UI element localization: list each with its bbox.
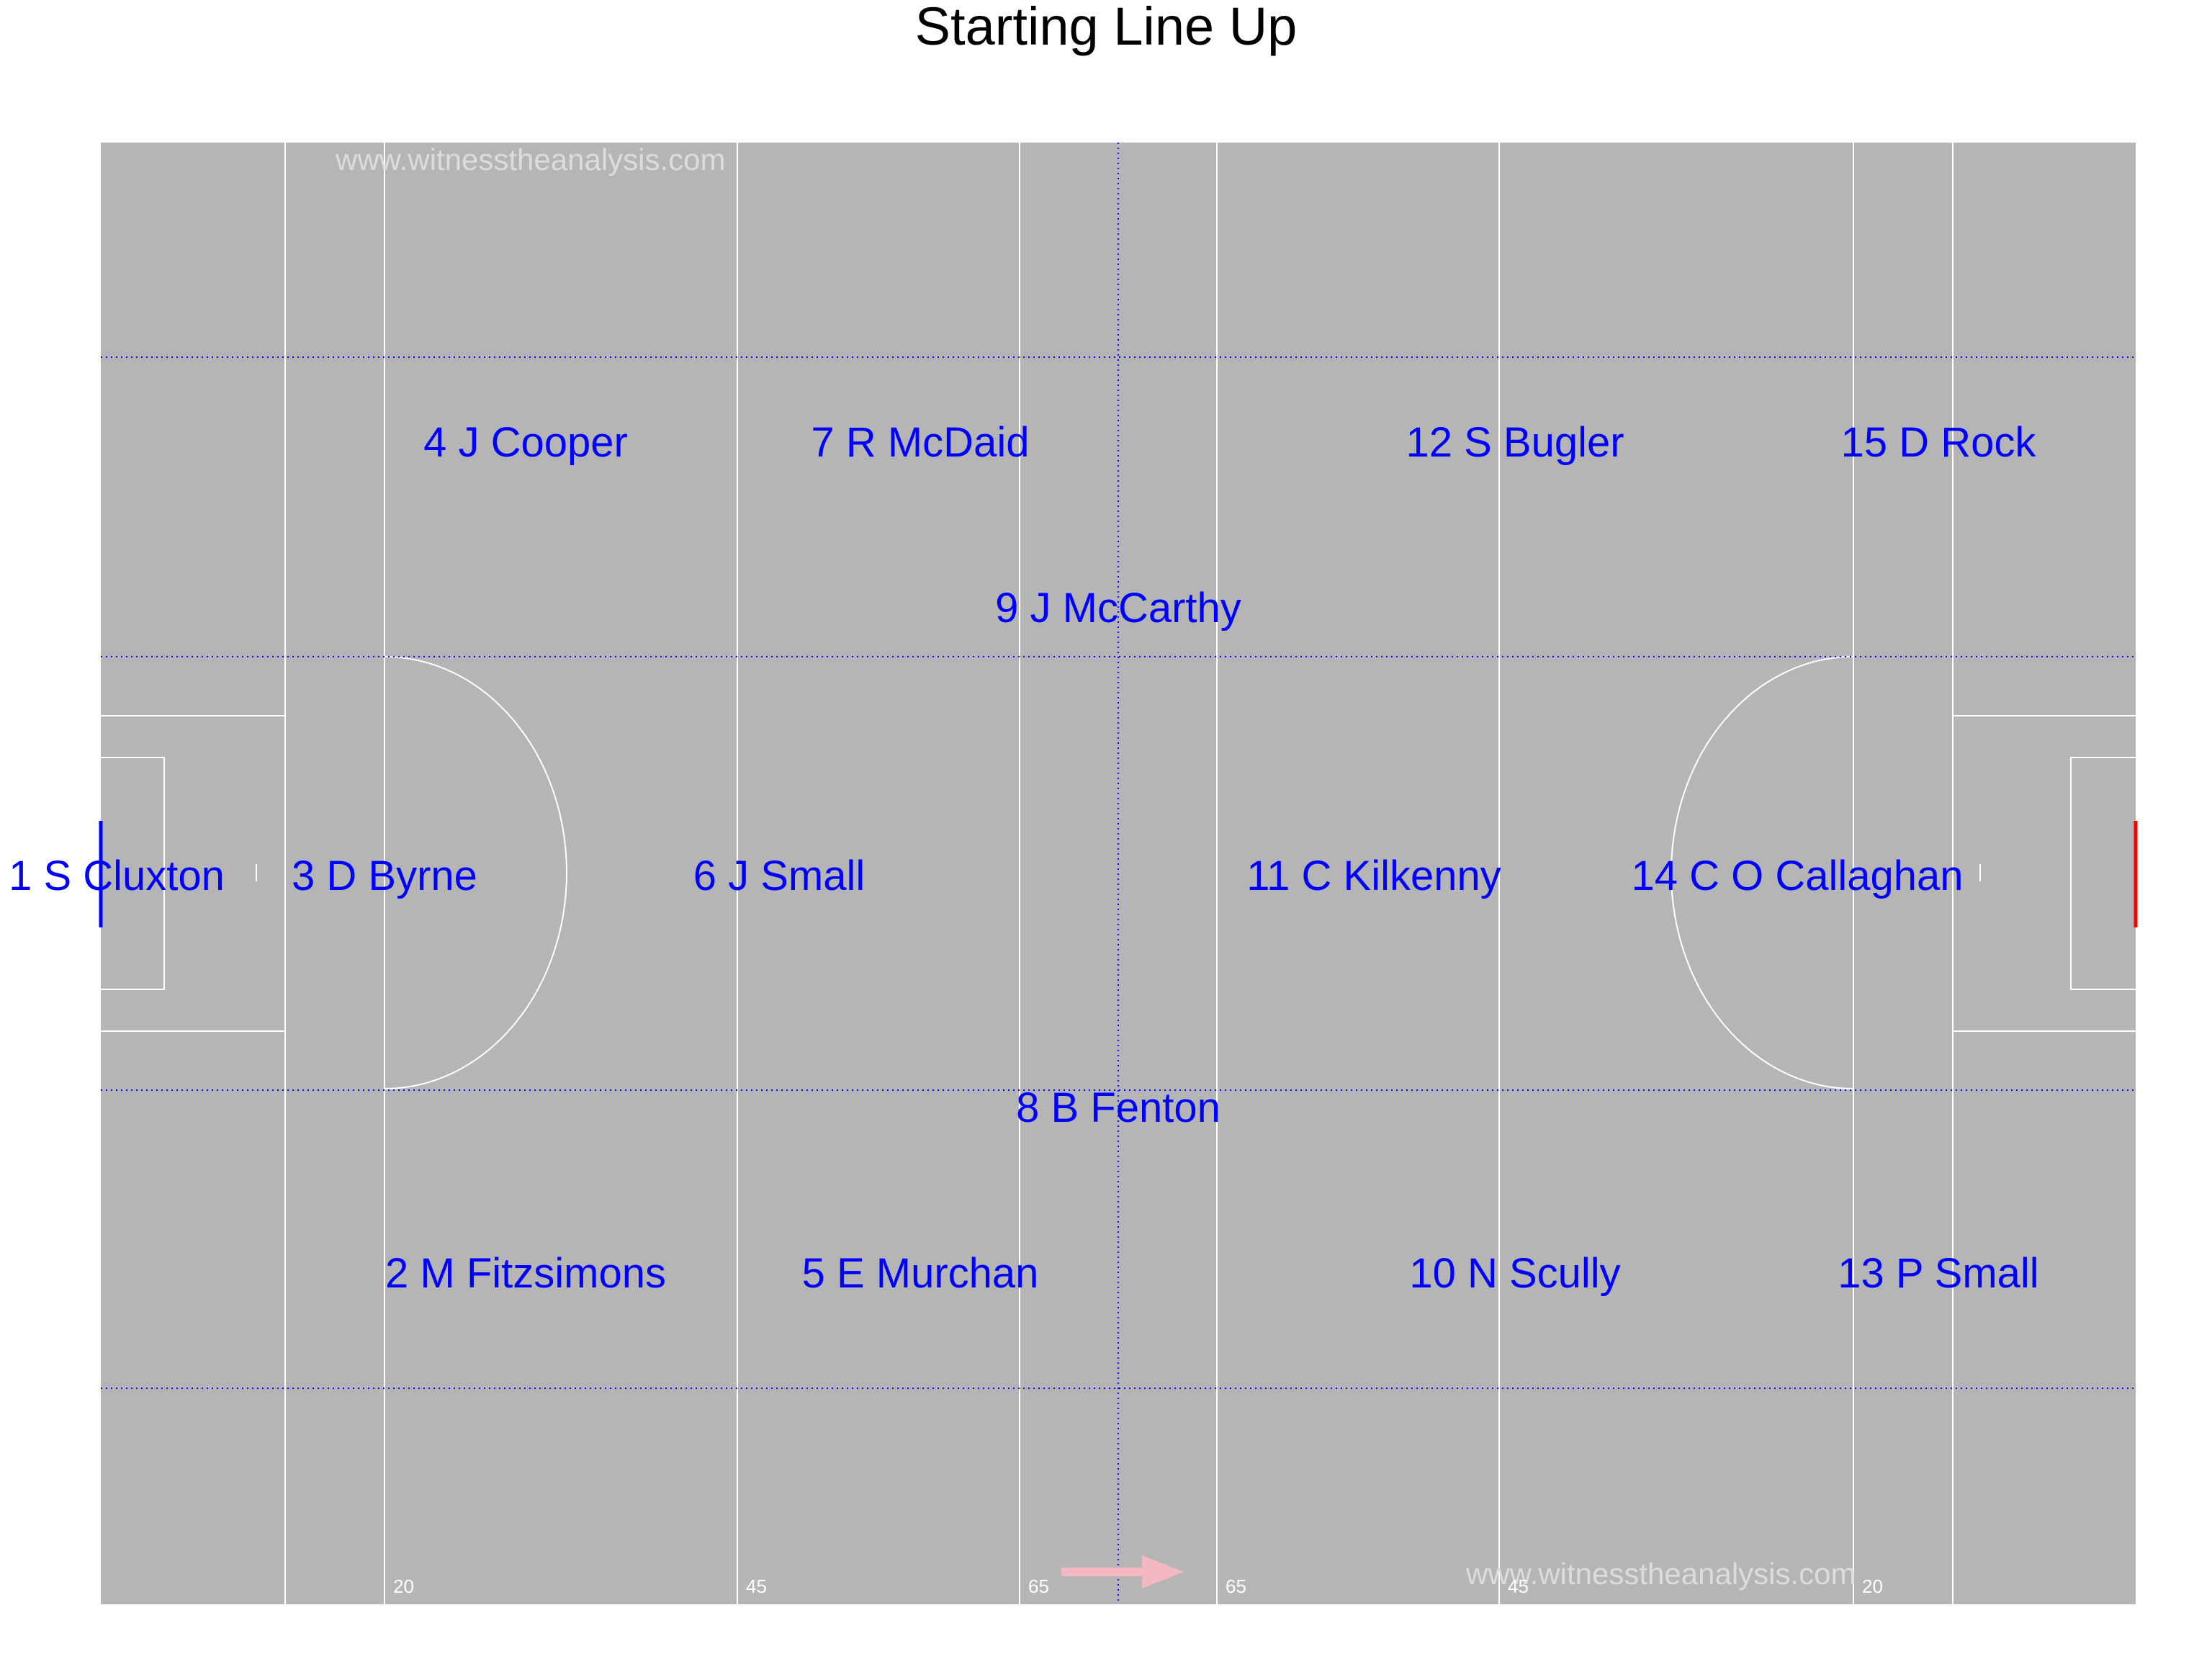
diagram-title: Starting Line Up	[914, 0, 1298, 56]
player-12: 12 S Bugler	[1406, 419, 1624, 466]
zone-grid	[101, 143, 2136, 1604]
yard-marker: 65	[1028, 1575, 1049, 1597]
player-13: 13 P Small	[1838, 1250, 2038, 1297]
player-14: 14 C O Callaghan	[1631, 853, 1963, 899]
yard-marker: 45	[746, 1575, 767, 1597]
yard-marker: 20	[393, 1575, 414, 1597]
player-11: 11 C Kilkenny	[1246, 853, 1501, 899]
player-1: 1 S Cluxton	[9, 853, 225, 899]
player-4: 4 J Cooper	[423, 419, 628, 466]
yard-marker: 45	[1508, 1575, 1529, 1597]
yard-marker: 65	[1226, 1575, 1246, 1597]
arc-left	[384, 656, 567, 1089]
player-9: 9 J McCarthy	[995, 585, 1241, 631]
yard-marker: 20	[1862, 1575, 1883, 1597]
large-rectangle-right	[1952, 715, 2136, 1032]
player-10: 10 N Scully	[1409, 1250, 1620, 1297]
player-15: 15 D Rock	[1841, 419, 2037, 466]
player-3: 3 D Byrne	[292, 853, 477, 899]
small-rectangle-left	[101, 757, 165, 990]
arrow-right-icon	[1061, 1555, 1184, 1588]
watermark-bottom: www.witnesstheanalysis.com	[1465, 1557, 1856, 1591]
player-8: 8 B Fenton	[1016, 1084, 1220, 1131]
player-5: 5 E Murchan	[802, 1250, 1039, 1297]
pitch-lines	[101, 143, 2136, 1604]
watermark-top: www.witnesstheanalysis.com	[335, 143, 726, 176]
player-2: 2 M Fitzsimons	[385, 1250, 666, 1297]
yard-markers: 20 45 65 65 45 20	[393, 1575, 1883, 1597]
player-labels: 1 S Cluxton 2 M Fitzsimons 3 D Byrne 4 J…	[9, 419, 2039, 1297]
small-rectangle-right	[2070, 757, 2136, 990]
player-7: 7 R McDaid	[811, 419, 1030, 466]
arc-right	[1671, 656, 1854, 1089]
player-6: 6 J Small	[693, 853, 866, 899]
large-rectangle-left	[101, 715, 286, 1032]
